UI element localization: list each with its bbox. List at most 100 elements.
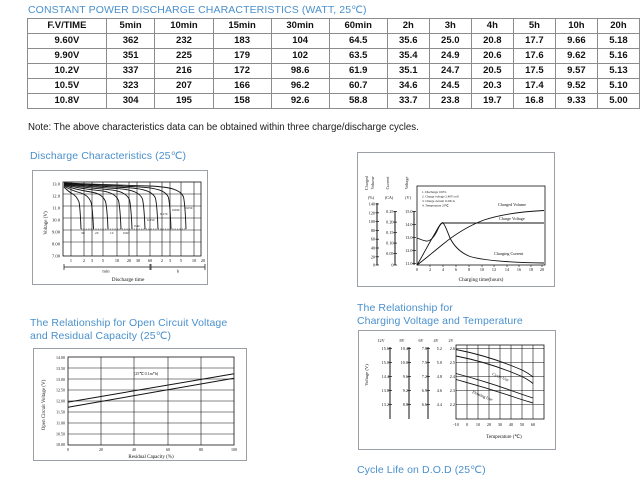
svg-text:2.2: 2.2 [450, 402, 455, 407]
svg-text:30: 30 [136, 258, 140, 263]
svg-text:7.2: 7.2 [422, 374, 427, 379]
svg-text:(25℃ 0.1m*h): (25℃ 0.1m*h) [134, 371, 159, 376]
table-cell: 9.60V [27, 33, 107, 49]
svg-text:0.17C: 0.17C [160, 212, 169, 216]
table-header-row: F.V/TIME 5min 10min 15min 30min 60min 2h… [27, 18, 640, 34]
svg-text:Discharge time: Discharge time [112, 277, 145, 283]
svg-text:4V: 4V [433, 338, 438, 343]
svg-text:6.6: 6.6 [422, 402, 427, 407]
table-cell: 35.4 [386, 48, 430, 64]
table-cell: 34.6 [386, 78, 430, 94]
table-cell: 9.66 [554, 33, 598, 49]
table-row: 9.90V 351 225 179 102 63.5 35.4 24.9 20.… [27, 48, 640, 64]
svg-text:9.00: 9.00 [52, 230, 61, 235]
svg-text:10.4: 10.4 [401, 346, 409, 351]
svg-text:9.6: 9.6 [403, 374, 408, 379]
charging-chart-svg: Charged Volume Current Voltage (%) (CA) … [364, 175, 546, 283]
cycle-life-title: Cycle Life on D.O.D (25℃) [357, 464, 486, 476]
svg-text:min: min [102, 269, 110, 274]
table-cell: 337 [105, 63, 156, 79]
table-cell: 33.7 [386, 93, 430, 109]
svg-text:0: 0 [466, 422, 468, 427]
svg-text:2.5: 2.5 [450, 360, 455, 365]
svg-text:0: 0 [391, 263, 393, 268]
svg-text:5.2: 5.2 [437, 346, 442, 351]
discharge-chart-svg: 13.0 12.0 11.0 10.0 9.00 8.00 7.00 Volta… [44, 182, 206, 283]
table-cell: 362 [105, 33, 156, 49]
svg-text:7.5: 7.5 [422, 360, 427, 365]
svg-text:20: 20 [127, 258, 131, 263]
svg-text:2V: 2V [448, 338, 453, 343]
svg-text:13.50: 13.50 [56, 366, 65, 371]
table-col-header: 60min [328, 18, 388, 34]
charging-voltage-temp-chart: Voltage (V) 12V 8V 6V 4V 2V 15.6 10.4 7.8 5… [358, 330, 556, 450]
table-cell: 9.33 [554, 93, 598, 109]
svg-text:2: 2 [161, 258, 163, 263]
svg-text:12: 12 [492, 267, 496, 272]
table-cell: 17.7 [512, 33, 556, 49]
svg-text:4.4: 4.4 [437, 402, 443, 407]
svg-text:13.0: 13.0 [52, 182, 61, 187]
table-cell: 9.62 [554, 48, 598, 64]
table-col-header: 5min [105, 18, 156, 34]
discharge-characteristics-chart: 13.0 12.0 11.0 10.0 9.00 8.00 7.00 Volta… [32, 170, 208, 285]
svg-text:Residual Capacity (%): Residual Capacity (%) [128, 455, 174, 460]
svg-text:0.05C: 0.05C [185, 206, 194, 210]
table-cell: 60.7 [328, 78, 388, 94]
table-row: 10.8V 304 195 158 92.6 58.8 33.7 23.8 19… [27, 93, 640, 109]
svg-text:10.0: 10.0 [401, 360, 408, 365]
svg-text:0: 0 [67, 447, 69, 452]
svg-text:2: 2 [83, 258, 85, 263]
svg-text:13.2: 13.2 [382, 402, 389, 407]
table-cell: 10.5V [27, 78, 107, 94]
table-col-header: 5h [512, 18, 556, 34]
table-cell: 20.6 [470, 48, 514, 64]
svg-text:10.00: 10.00 [56, 442, 65, 447]
table-cell: 323 [105, 78, 156, 94]
svg-text:(V): (V) [405, 195, 411, 200]
table-col-header: 20h [596, 18, 640, 34]
svg-text:100: 100 [369, 219, 375, 224]
table-cell: 23.8 [428, 93, 472, 109]
ocv-residual-chart: Open Circuit Voltage (V) 14.00 13.50 13.… [33, 348, 247, 461]
svg-text:15.0: 15.0 [382, 360, 389, 365]
svg-text:60: 60 [166, 447, 170, 452]
svg-text:12.00: 12.00 [56, 399, 65, 404]
svg-text:11.0: 11.0 [52, 206, 61, 211]
svg-text:4.8: 4.8 [437, 374, 442, 379]
table-cell: 61.9 [328, 63, 388, 79]
svg-text:100: 100 [231, 447, 237, 452]
svg-text:20: 20 [99, 447, 103, 452]
svg-text:10: 10 [115, 258, 119, 263]
table-col-header: 4h [470, 18, 514, 34]
svg-text:8: 8 [468, 267, 470, 272]
svg-text:-10: -10 [453, 422, 459, 427]
table-cell: 102 [270, 48, 330, 64]
svg-text:20: 20 [371, 254, 375, 259]
svg-text:7.8: 7.8 [422, 346, 427, 351]
table-col-header: 10min [154, 18, 214, 34]
table-cell: 225 [154, 48, 214, 64]
table-cell: 5.13 [596, 63, 640, 79]
svg-text:Open Circuit Voltage (V): Open Circuit Voltage (V) [42, 379, 47, 430]
svg-text:1C: 1C [110, 231, 115, 235]
table-cell: 158 [212, 93, 272, 109]
table-cell: 232 [154, 33, 214, 49]
svg-text:Cycle Use: Cycle Use [492, 371, 510, 382]
svg-text:Voltage (V): Voltage (V) [44, 211, 49, 235]
svg-text:10.50: 10.50 [56, 431, 65, 436]
svg-text:2C: 2C [95, 231, 100, 235]
svg-text:Voltage (V): Voltage (V) [364, 364, 369, 386]
svg-text:18: 18 [529, 267, 533, 272]
svg-text:2.6: 2.6 [450, 346, 455, 351]
svg-text:13.00: 13.00 [56, 377, 65, 382]
table-cell: 5.16 [596, 48, 640, 64]
table-col-header: 10h [554, 18, 598, 34]
svg-text:20: 20 [487, 422, 491, 427]
svg-text:9.2: 9.2 [403, 388, 408, 393]
svg-text:0.6C: 0.6C [123, 231, 130, 235]
table-cell: 104 [270, 33, 330, 49]
table-cell: 58.8 [328, 93, 388, 109]
svg-text:8V: 8V [399, 338, 404, 343]
